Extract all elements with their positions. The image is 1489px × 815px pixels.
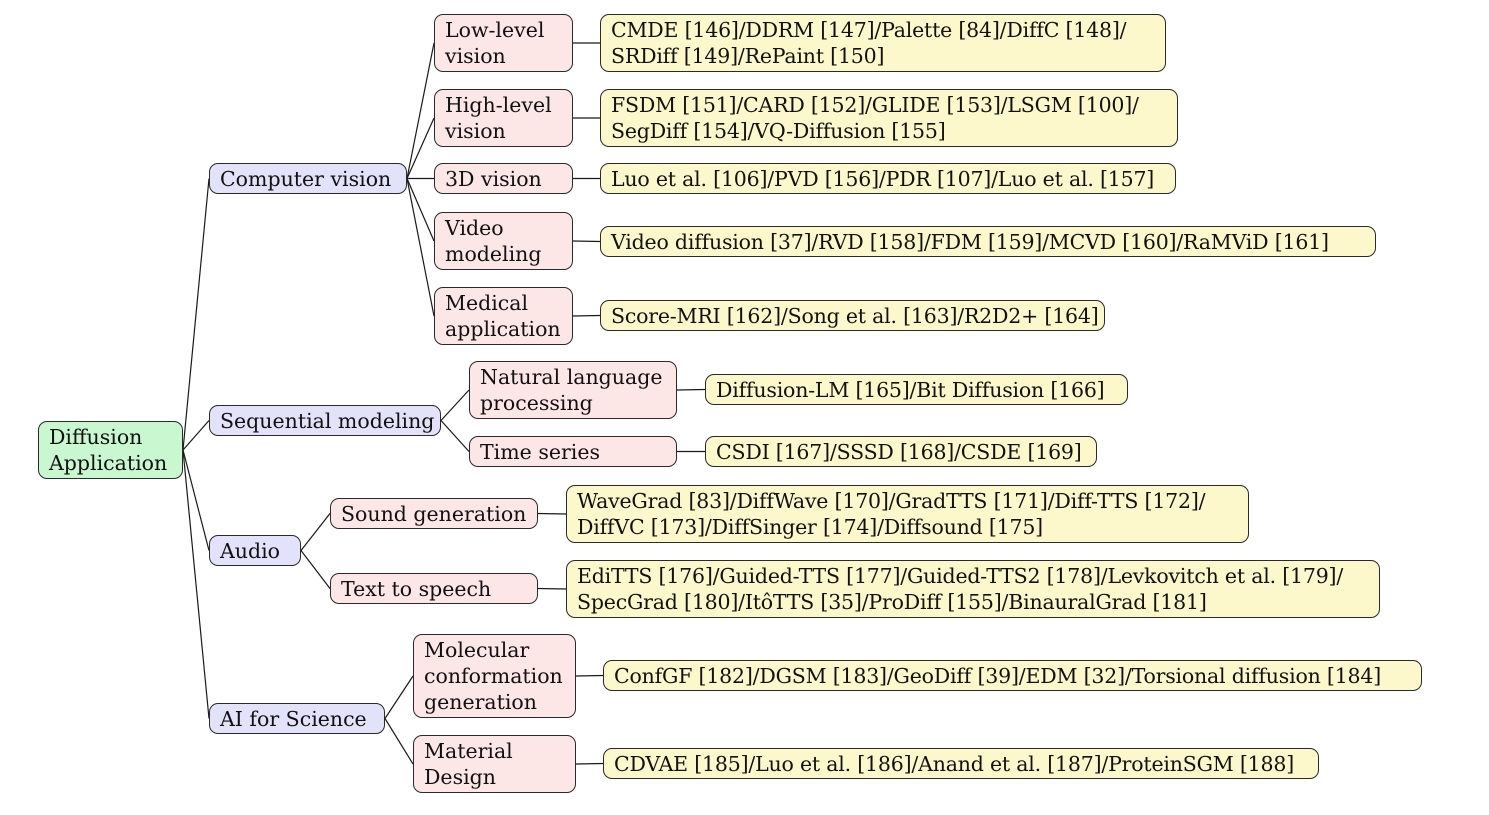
category-computer-vision: Computer vision [209, 163, 407, 194]
connector-line [440, 420, 470, 452]
subcategory-line: generation [424, 690, 537, 714]
category-label: Sequential modeling [220, 408, 435, 433]
methods-line: CMDE [146]/DDRM [147]/Palette [84]/DiffC… [611, 18, 1127, 42]
subcategory-line: Molecular [424, 638, 530, 662]
methods-time-series: CSDI [167]/SSSD [168]/CSDE [169] [705, 436, 1097, 467]
connector-line [575, 762, 604, 765]
connector-line [537, 512, 567, 515]
subcategory-molecular-conformation-generation: Molecular conformation generation [413, 634, 576, 718]
connector-line [300, 550, 331, 589]
methods-text-to-speech: EdiTTS [176]/Guided-TTS [177]/Guided-TTS… [566, 560, 1380, 618]
subcategory-time-series: Time series [469, 436, 677, 467]
methods-line: CSDI [167]/SSSD [168]/CSDE [169] [716, 439, 1082, 464]
subcategory-line: vision [445, 119, 506, 143]
category-label: AI for Science [220, 706, 367, 731]
methods-medical-application: Score-MRI [162]/Song et al. [163]/R2D2+ … [600, 300, 1105, 331]
subcategory-line: Sound generation [341, 501, 527, 526]
subcategory-material-design: Material Design [413, 735, 576, 793]
connector-line [384, 675, 414, 719]
subcategory-line: Time series [480, 439, 600, 464]
subcategory-line: Text to speech [341, 576, 492, 601]
subcategory-natural-language-processing: Natural language processing [469, 361, 677, 419]
connector-line [182, 449, 210, 551]
methods-low-level-vision: CMDE [146]/DDRM [147]/Palette [84]/DiffC… [600, 14, 1166, 72]
connector-line [300, 513, 331, 551]
subcategory-line: Natural language [480, 365, 663, 389]
methods-line: DiffVC [173]/DiffSinger [174]/Diffsound … [577, 515, 1043, 539]
category-label: Computer vision [220, 166, 392, 191]
methods-line: SRDiff [149]/RePaint [150] [611, 44, 885, 68]
subcategory-high-level-vision: High-level vision [434, 89, 573, 147]
subcategory-medical-application: Medical application [434, 287, 573, 345]
root-node: Diffusion Application [38, 421, 183, 479]
connector-line [406, 117, 435, 179]
methods-line: CDVAE [185]/Luo et al. [186]/Anand et al… [614, 751, 1295, 776]
subcategory-line: Design [424, 765, 496, 789]
methods-line: Luo et al. [106]/PVD [156]/PDR [107]/Luo… [611, 166, 1155, 191]
subcategory-line: conformation [424, 664, 563, 688]
methods-video-modeling: Video diffusion [37]/RVD [158]/FDM [159]… [600, 226, 1376, 257]
methods-line: EdiTTS [176]/Guided-TTS [177]/Guided-TTS… [577, 564, 1344, 588]
subcategory-3d-vision: 3D vision [434, 163, 573, 194]
connector-line [182, 449, 210, 719]
category-label: Audio [220, 538, 281, 563]
methods-molecular-conformation-generation: ConfGF [182]/DGSM [183]/GeoDiff [39]/EDM… [603, 660, 1422, 691]
subcategory-line: 3D vision [445, 166, 542, 191]
category-audio: Audio [209, 535, 301, 566]
methods-3d-vision: Luo et al. [106]/PVD [156]/PDR [107]/Luo… [600, 163, 1176, 194]
subcategory-line: modeling [445, 242, 542, 266]
methods-high-level-vision: FSDM [151]/CARD [152]/GLIDE [153]/LSGM [… [600, 89, 1178, 147]
methods-line: Diffusion-LM [165]/Bit Diffusion [166] [716, 377, 1105, 402]
subcategory-video-modeling: Video modeling [434, 212, 573, 270]
root-line: Application [49, 451, 168, 475]
category-ai-for-science: AI for Science [209, 703, 385, 734]
connector-line [406, 178, 435, 242]
subcategory-low-level-vision: Low-level vision [434, 14, 573, 72]
connector-line [182, 178, 210, 451]
subcategory-line: application [445, 317, 561, 341]
connector-line [406, 178, 435, 317]
subcategory-line: vision [445, 44, 506, 68]
connector-line [182, 420, 210, 451]
connector-line [384, 718, 414, 765]
subcategory-line: processing [480, 391, 593, 415]
methods-natural-language-processing: Diffusion-LM [165]/Bit Diffusion [166] [705, 374, 1128, 405]
methods-line: FSDM [151]/CARD [152]/GLIDE [153]/LSGM [… [611, 93, 1139, 117]
methods-line: SpecGrad [180]/ItôTTS [35]/ProDiff [155]… [577, 590, 1207, 614]
subcategory-line: Low-level [445, 18, 545, 42]
subcategory-line: High-level [445, 93, 552, 117]
methods-line: Score-MRI [162]/Song et al. [163]/R2D2+ … [611, 303, 1099, 328]
methods-line: Video diffusion [37]/RVD [158]/FDM [159]… [611, 229, 1329, 254]
connector-line [572, 240, 601, 243]
methods-material-design: CDVAE [185]/Luo et al. [186]/Anand et al… [603, 748, 1319, 779]
subcategory-sound-generation: Sound generation [330, 498, 538, 529]
subcategory-text-to-speech: Text to speech [330, 573, 538, 604]
subcategory-line: Video [445, 216, 504, 240]
methods-line: WaveGrad [83]/DiffWave [170]/GradTTS [17… [577, 489, 1206, 513]
methods-sound-generation: WaveGrad [83]/DiffWave [170]/GradTTS [17… [566, 485, 1249, 543]
connector-line [440, 389, 470, 421]
connector-line [676, 388, 706, 391]
connector-line [537, 587, 567, 590]
connector-line [575, 674, 604, 677]
connector-line [406, 42, 435, 179]
category-sequential-modeling: Sequential modeling [209, 405, 441, 436]
methods-line: ConfGF [182]/DGSM [183]/GeoDiff [39]/EDM… [614, 663, 1382, 688]
connector-line [572, 314, 601, 317]
root-line: Diffusion [49, 425, 143, 449]
subcategory-line: Material [424, 739, 513, 763]
subcategory-line: Medical [445, 291, 529, 315]
methods-line: SegDiff [154]/VQ-Diffusion [155] [611, 119, 946, 143]
